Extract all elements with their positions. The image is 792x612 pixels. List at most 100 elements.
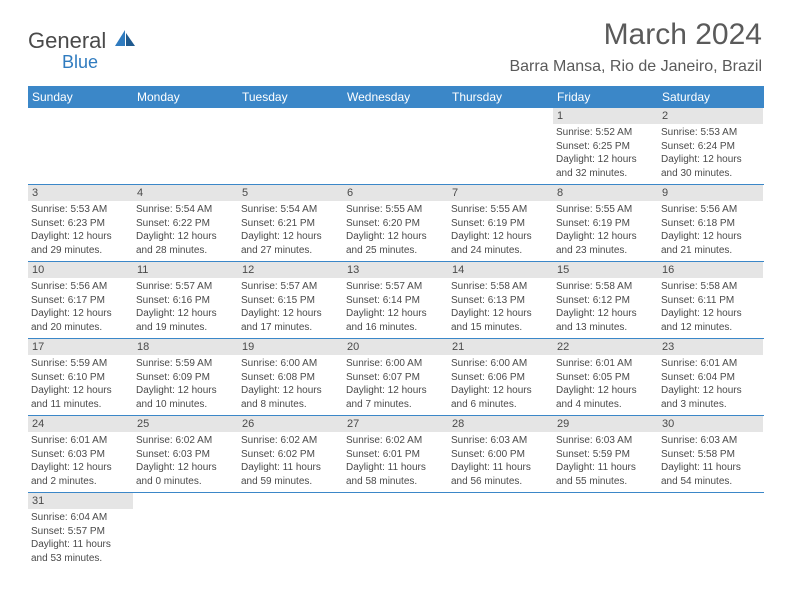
day-details: Sunrise: 6:03 AMSunset: 5:59 PMDaylight:… (553, 432, 658, 492)
day-details: Sunrise: 5:54 AMSunset: 6:21 PMDaylight:… (238, 201, 343, 261)
day-details: Sunrise: 6:03 AMSunset: 5:58 PMDaylight:… (658, 432, 763, 492)
calendar-empty-cell (553, 493, 658, 569)
calendar-week-row: 1Sunrise: 5:52 AMSunset: 6:25 PMDaylight… (28, 108, 764, 185)
day-details: Sunrise: 5:53 AMSunset: 6:23 PMDaylight:… (28, 201, 133, 261)
day-details: Sunrise: 5:58 AMSunset: 6:12 PMDaylight:… (553, 278, 658, 338)
calendar-day-cell: 31Sunrise: 6:04 AMSunset: 5:57 PMDayligh… (28, 493, 133, 569)
day-details: Sunrise: 6:02 AMSunset: 6:01 PMDaylight:… (343, 432, 448, 492)
day-number: 30 (658, 416, 763, 432)
day-number: 3 (28, 185, 133, 201)
day-number: 17 (28, 339, 133, 355)
day-number: 5 (238, 185, 343, 201)
day-number: 6 (343, 185, 448, 201)
day-details: Sunrise: 5:57 AMSunset: 6:15 PMDaylight:… (238, 278, 343, 338)
day-details: Sunrise: 5:53 AMSunset: 6:24 PMDaylight:… (658, 124, 763, 184)
calendar-empty-cell (28, 108, 133, 184)
calendar-day-cell: 19Sunrise: 6:00 AMSunset: 6:08 PMDayligh… (238, 339, 343, 415)
calendar-empty-cell (448, 108, 553, 184)
day-details: Sunrise: 5:55 AMSunset: 6:19 PMDaylight:… (448, 201, 553, 261)
calendar-empty-cell (238, 493, 343, 569)
calendar-day-cell: 7Sunrise: 5:55 AMSunset: 6:19 PMDaylight… (448, 185, 553, 261)
calendar-day-cell: 17Sunrise: 5:59 AMSunset: 6:10 PMDayligh… (28, 339, 133, 415)
day-number: 15 (553, 262, 658, 278)
day-details: Sunrise: 6:01 AMSunset: 6:03 PMDaylight:… (28, 432, 133, 492)
day-number: 7 (448, 185, 553, 201)
calendar-day-cell: 13Sunrise: 5:57 AMSunset: 6:14 PMDayligh… (343, 262, 448, 338)
day-number: 4 (133, 185, 238, 201)
header: General Blue March 2024 Barra Mansa, Rio… (0, 0, 792, 82)
calendar-header-cell: Thursday (448, 86, 553, 108)
day-details: Sunrise: 5:55 AMSunset: 6:19 PMDaylight:… (553, 201, 658, 261)
day-number: 19 (238, 339, 343, 355)
calendar-header-cell: Monday (133, 86, 238, 108)
day-number: 25 (133, 416, 238, 432)
day-number: 23 (658, 339, 763, 355)
day-number: 20 (343, 339, 448, 355)
calendar-week-row: 24Sunrise: 6:01 AMSunset: 6:03 PMDayligh… (28, 416, 764, 493)
calendar-empty-cell (133, 493, 238, 569)
day-details: Sunrise: 5:55 AMSunset: 6:20 PMDaylight:… (343, 201, 448, 261)
calendar-day-cell: 12Sunrise: 5:57 AMSunset: 6:15 PMDayligh… (238, 262, 343, 338)
day-number: 12 (238, 262, 343, 278)
day-details: Sunrise: 5:56 AMSunset: 6:18 PMDaylight:… (658, 201, 763, 261)
calendar-day-cell: 4Sunrise: 5:54 AMSunset: 6:22 PMDaylight… (133, 185, 238, 261)
calendar-header-cell: Wednesday (343, 86, 448, 108)
calendar-day-cell: 11Sunrise: 5:57 AMSunset: 6:16 PMDayligh… (133, 262, 238, 338)
calendar-day-cell: 10Sunrise: 5:56 AMSunset: 6:17 PMDayligh… (28, 262, 133, 338)
calendar-empty-cell (658, 493, 763, 569)
calendar-day-cell: 23Sunrise: 6:01 AMSunset: 6:04 PMDayligh… (658, 339, 763, 415)
day-number: 18 (133, 339, 238, 355)
calendar-day-cell: 2Sunrise: 5:53 AMSunset: 6:24 PMDaylight… (658, 108, 763, 184)
day-number: 10 (28, 262, 133, 278)
day-number: 22 (553, 339, 658, 355)
calendar-day-cell: 28Sunrise: 6:03 AMSunset: 6:00 PMDayligh… (448, 416, 553, 492)
page-title: March 2024 (509, 18, 762, 52)
logo-text-general: General (28, 28, 106, 53)
calendar-day-cell: 9Sunrise: 5:56 AMSunset: 6:18 PMDaylight… (658, 185, 763, 261)
day-details: Sunrise: 5:52 AMSunset: 6:25 PMDaylight:… (553, 124, 658, 184)
calendar-day-cell: 6Sunrise: 5:55 AMSunset: 6:20 PMDaylight… (343, 185, 448, 261)
calendar-day-cell: 24Sunrise: 6:01 AMSunset: 6:03 PMDayligh… (28, 416, 133, 492)
calendar-day-cell: 27Sunrise: 6:02 AMSunset: 6:01 PMDayligh… (343, 416, 448, 492)
calendar-day-cell: 5Sunrise: 5:54 AMSunset: 6:21 PMDaylight… (238, 185, 343, 261)
title-block: March 2024 Barra Mansa, Rio de Janeiro, … (509, 18, 762, 76)
day-number: 13 (343, 262, 448, 278)
day-number: 29 (553, 416, 658, 432)
calendar-empty-cell (133, 108, 238, 184)
calendar-empty-cell (238, 108, 343, 184)
location-subtitle: Barra Mansa, Rio de Janeiro, Brazil (509, 58, 762, 76)
calendar-week-row: 31Sunrise: 6:04 AMSunset: 5:57 PMDayligh… (28, 493, 764, 569)
day-number: 26 (238, 416, 343, 432)
calendar-week-row: 10Sunrise: 5:56 AMSunset: 6:17 PMDayligh… (28, 262, 764, 339)
day-number: 21 (448, 339, 553, 355)
calendar-day-cell: 30Sunrise: 6:03 AMSunset: 5:58 PMDayligh… (658, 416, 763, 492)
calendar-week-row: 17Sunrise: 5:59 AMSunset: 6:10 PMDayligh… (28, 339, 764, 416)
calendar-day-cell: 18Sunrise: 5:59 AMSunset: 6:09 PMDayligh… (133, 339, 238, 415)
calendar-day-cell: 16Sunrise: 5:58 AMSunset: 6:11 PMDayligh… (658, 262, 763, 338)
day-details: Sunrise: 6:00 AMSunset: 6:08 PMDaylight:… (238, 355, 343, 415)
day-number: 28 (448, 416, 553, 432)
calendar-empty-cell (343, 493, 448, 569)
day-number: 16 (658, 262, 763, 278)
calendar-header-cell: Friday (553, 86, 658, 108)
calendar-empty-cell (343, 108, 448, 184)
logo-text-blue: Blue (62, 52, 137, 73)
day-details: Sunrise: 6:02 AMSunset: 6:02 PMDaylight:… (238, 432, 343, 492)
sail-icon (113, 28, 137, 53)
calendar-header-cell: Saturday (658, 86, 763, 108)
calendar-day-cell: 3Sunrise: 5:53 AMSunset: 6:23 PMDaylight… (28, 185, 133, 261)
logo: General Blue (28, 28, 137, 73)
day-number: 2 (658, 108, 763, 124)
calendar-day-cell: 22Sunrise: 6:01 AMSunset: 6:05 PMDayligh… (553, 339, 658, 415)
calendar-day-cell: 25Sunrise: 6:02 AMSunset: 6:03 PMDayligh… (133, 416, 238, 492)
day-details: Sunrise: 5:58 AMSunset: 6:13 PMDaylight:… (448, 278, 553, 338)
day-number: 9 (658, 185, 763, 201)
calendar-day-cell: 20Sunrise: 6:00 AMSunset: 6:07 PMDayligh… (343, 339, 448, 415)
day-number: 27 (343, 416, 448, 432)
day-details: Sunrise: 5:57 AMSunset: 6:14 PMDaylight:… (343, 278, 448, 338)
day-number: 14 (448, 262, 553, 278)
day-details: Sunrise: 6:01 AMSunset: 6:05 PMDaylight:… (553, 355, 658, 415)
calendar-day-cell: 14Sunrise: 5:58 AMSunset: 6:13 PMDayligh… (448, 262, 553, 338)
day-details: Sunrise: 5:57 AMSunset: 6:16 PMDaylight:… (133, 278, 238, 338)
calendar: SundayMondayTuesdayWednesdayThursdayFrid… (28, 86, 764, 569)
